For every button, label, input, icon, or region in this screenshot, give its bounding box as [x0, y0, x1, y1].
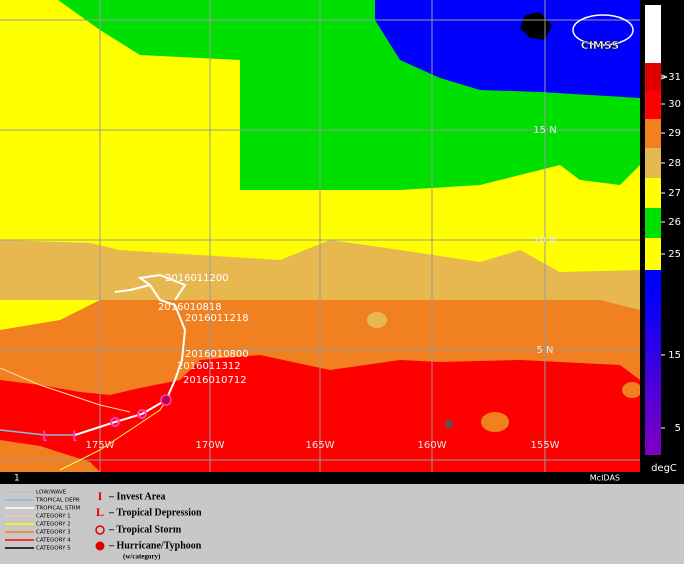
colorbar-swatch [645, 270, 661, 290]
storm-symbol [137, 409, 147, 419]
sst-orange-patch [0, 440, 100, 472]
track-date-label: 2016010712 [183, 375, 247, 386]
legend-symbol: L [96, 505, 104, 519]
track-depression [0, 429, 75, 436]
lon-label: 170W [196, 440, 225, 451]
legend-note: (w/category) [123, 553, 161, 561]
sst-patch [622, 382, 642, 398]
legend-panel [0, 484, 684, 564]
colorbar-swatch [645, 119, 661, 148]
hawaii-island [520, 12, 552, 40]
hurricane-symbol [160, 394, 172, 406]
colorbar-swatch [645, 290, 661, 455]
lat-label: 5 N [536, 345, 553, 356]
legend-line-label: TROPICAL DEPR [35, 498, 80, 504]
sst-tan-patch [520, 280, 640, 310]
track-date-label: 2016011200 [165, 273, 229, 284]
lat-label: 15 N [533, 125, 556, 136]
legend-line-label: TROPICAL STRM [35, 506, 81, 512]
colorbar-swatch [645, 63, 661, 91]
track-date-label: 2016011312 [177, 361, 241, 372]
legend-symbol [95, 525, 105, 535]
colorbar [645, 5, 661, 455]
lon-label: 165W [306, 440, 335, 451]
colorbar-swatch [645, 91, 661, 119]
sst-patch [367, 312, 387, 328]
track-date-label: 2016010818 [158, 302, 222, 313]
grid [0, 0, 640, 472]
legend-symbol [95, 541, 105, 551]
colorbar-label: 27 [668, 188, 681, 199]
colorbar-swatch [645, 148, 661, 178]
legend-line-label: CATEGORY 2 [36, 522, 71, 528]
colorbar-unit: degC [651, 463, 677, 474]
software-name: McIDAS [590, 474, 620, 483]
lon-label: 175W [86, 440, 115, 451]
status-bar [0, 472, 640, 484]
storm-symbol: ⌊ [42, 429, 47, 443]
storm-track: ⌊ ⌊ [0, 273, 187, 471]
sst-blue [375, 0, 640, 98]
colorbar-swatch [645, 238, 661, 270]
track-date-label: 2016010800 [185, 349, 249, 360]
sst-patch [481, 412, 509, 432]
logo-text: CIMSS [581, 39, 620, 52]
legend-symbol: I [98, 489, 103, 503]
colorbar-label: 30 [668, 99, 681, 110]
colorbar-swatch [645, 208, 661, 238]
island [445, 420, 453, 428]
colorbar-swatch [645, 5, 661, 63]
legend: I L [0, 484, 684, 564]
track-other [0, 367, 131, 413]
storm-symbol [110, 417, 120, 427]
legend-symbol-label: – Tropical Storm [108, 524, 182, 535]
colorbar-label: 28 [668, 158, 681, 169]
lon-label: 160W [418, 440, 447, 451]
colorbar-label: 15 [668, 350, 681, 361]
legend-line-label: CATEGORY 3 [36, 530, 71, 536]
legend-line-label: CATEGORY 5 [36, 546, 71, 552]
sst-green [58, 0, 640, 190]
track-date-label: 2016011218 [185, 313, 249, 324]
frame-number: 1 [14, 474, 20, 484]
legend-symbol-label: – Hurricane/Typhoon [108, 540, 202, 551]
colorbar-label: 26 [668, 217, 681, 228]
legend-symbol-label: – Invest Area [108, 491, 165, 502]
colorbar-label: 29 [668, 128, 681, 139]
colorbar-label: 25 [668, 249, 681, 260]
lon-label: 155W [531, 440, 560, 451]
legend-symbol-label: – Tropical Depression [108, 507, 202, 518]
colorbar-label: 5 [675, 423, 681, 434]
colorbar-swatch [645, 178, 661, 208]
logo-swirl [572, 14, 634, 46]
logo: CIMSS [572, 14, 634, 52]
track-storm [137, 273, 187, 301]
legend-line-label: CATEGORY 4 [36, 538, 71, 544]
colorbar-label: >31 [660, 72, 681, 83]
legend-line-label: LOW/WAVE [36, 490, 67, 496]
storm-symbol: ⌊ [72, 429, 77, 443]
lat-label: 10 N [533, 235, 556, 246]
legend-line-label: CATEGORY 1 [36, 514, 71, 520]
